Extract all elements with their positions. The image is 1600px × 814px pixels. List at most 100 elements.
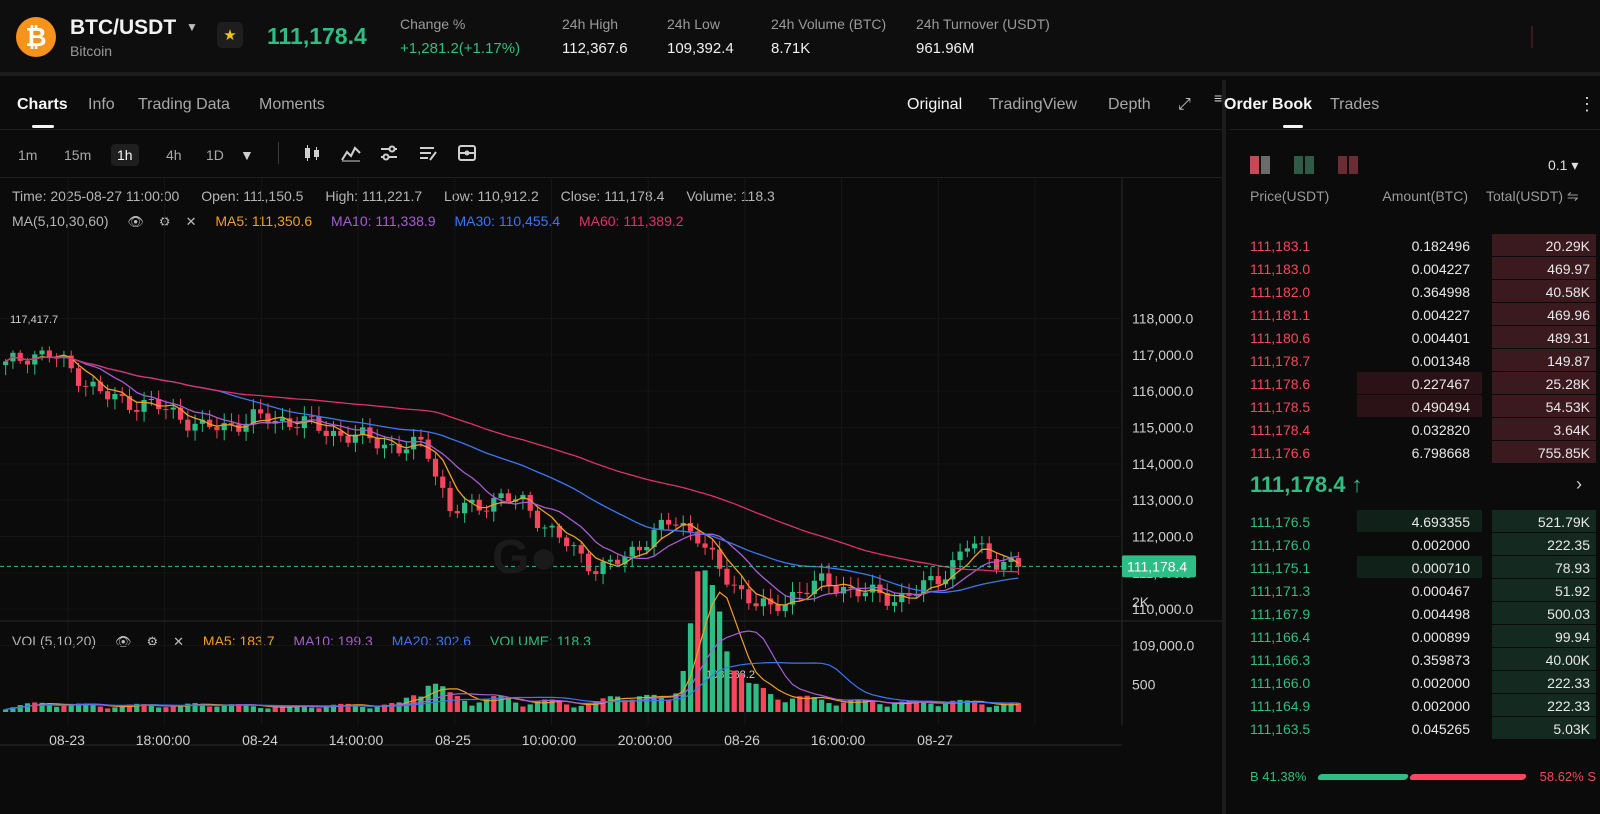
volume-bar [454,696,460,712]
depth-bar [1492,694,1596,716]
volume-bar [221,705,227,712]
view-tab-original[interactable]: Original [907,96,963,113]
ask-row[interactable]: 111,178.6 0.227467 25.28K [1250,372,1596,394]
candle-body [972,543,978,549]
bid-row[interactable]: 111,167.9 0.004498 500.03 [1250,602,1596,624]
ask-row[interactable]: 111,180.6 0.004401 489.31 [1250,326,1596,348]
tab-trades[interactable]: Trades [1330,96,1380,113]
candle-body [986,543,992,560]
candle-body [214,427,220,431]
chevron-right-icon[interactable]: › [1576,474,1582,494]
interval-1m[interactable]: 1m [18,147,38,163]
volume-bar [826,703,832,712]
layout-icon[interactable] [457,144,477,162]
volume-bar [1015,702,1021,712]
candle-body [731,584,737,586]
bid-row[interactable]: 111,166.0 0.002000 222.33 [1250,671,1596,693]
bid-row[interactable]: 111,166.3 0.359873 40.00K [1250,648,1596,670]
ask-row[interactable]: 111,178.4 0.032820 3.64K [1250,418,1596,440]
volume-bar [279,706,286,712]
volume-bar [54,706,60,712]
settings-sliders-icon[interactable] [379,144,399,162]
ask-row[interactable]: 111,183.1 0.182496 20.29K [1250,234,1596,256]
interval-15m[interactable]: 15m [64,147,92,163]
volume-bar [177,705,184,712]
volume-bar [607,696,613,712]
bid-row[interactable]: 111,171.3 0.000467 51.92 [1250,579,1596,601]
draw-tools-icon[interactable] [418,144,438,162]
tab-info[interactable]: Info [88,96,115,113]
candle-body [819,573,825,581]
expand-icon[interactable]: ⤢ [1178,96,1191,113]
volume-bar [629,699,635,712]
volume-bar [797,696,803,712]
volume-bar [425,685,431,712]
bid-row[interactable]: 111,175.1 0.000710 78.93 [1250,556,1596,578]
volume-tick-label: 500 [1132,677,1156,693]
tab-moments[interactable]: Moments [259,96,325,113]
favorite-star-icon[interactable]: ★ [217,22,243,48]
bid-row[interactable]: 111,176.0 0.002000 222.35 [1250,533,1596,555]
sort-icon[interactable]: ⇋ [1566,188,1579,204]
bid-price: 111,166.3 [1250,652,1311,668]
ask-row[interactable]: 111,181.1 0.004227 469.96 [1250,303,1596,325]
candle-body [651,529,657,548]
tab-trading-data[interactable]: Trading Data [138,96,230,113]
volume-bar [352,705,358,712]
volume-bar [862,700,868,712]
candle-body [403,449,409,454]
candle-body [323,430,329,437]
menu-icon[interactable]: ≡ [1214,90,1223,106]
candle-body [760,598,766,607]
precision-select[interactable]: 0.1 ▾ [1548,157,1579,173]
ask-row[interactable]: 111,178.5 0.490494 54.53K [1250,395,1596,417]
stat-24h-high: 24h High 112,367.6 [562,16,628,57]
book-mode-asks-icon[interactable] [1338,156,1358,174]
volume-bar [986,707,992,712]
ask-amount: 0.182496 [1411,238,1470,254]
book-mode-bids-icon[interactable] [1294,156,1314,174]
ask-row[interactable]: 111,182.0 0.364998 40.58K [1250,280,1596,302]
indicators-icon[interactable] [341,144,361,162]
volume-bar [724,651,730,712]
interval-4h[interactable]: 4h [166,147,182,163]
close-icon[interactable]: ✕ [173,634,185,649]
active-tab-indicator [32,125,54,128]
volume-bar [789,698,796,712]
bid-row[interactable]: 111,176.5 4.693355 521.79K [1250,510,1596,532]
ask-row[interactable]: 111,176.6 6.798668 755.85K [1250,441,1596,463]
precision-value: 0.1 [1548,157,1568,173]
header-amount: Amount(BTC) [1382,188,1468,204]
volume-bar [520,706,526,712]
tab-charts[interactable]: Charts [17,96,68,113]
bid-row[interactable]: 111,166.4 0.000899 99.94 [1250,625,1596,647]
volume-bar [112,707,118,712]
candle-type-icon[interactable] [302,144,322,162]
close-icon[interactable]: ✕ [185,214,197,229]
bid-price: 111,176.0 [1250,537,1311,553]
volume-bar [615,696,621,712]
buy-ratio: B 41.38% [1250,769,1307,784]
book-mode-both-icon[interactable] [1250,156,1270,174]
candle-body [483,510,490,512]
bid-row[interactable]: 111,164.9 0.002000 222.33 [1250,694,1596,716]
volume-bar [600,698,606,712]
eye-icon[interactable]: 👁 [127,214,144,229]
volume-bar [534,701,541,712]
view-tab-tradingview[interactable]: TradingView [989,96,1078,113]
interval-1d[interactable]: 1D [206,147,224,163]
pair-selector[interactable]: BTC/USDT [70,16,177,39]
more-icon[interactable]: ⋮ [1578,94,1596,114]
sell-ratio-bar [1408,774,1528,780]
interval-1h[interactable]: 1h [111,144,139,166]
tab-order-book[interactable]: Order Book [1224,96,1313,113]
volume-bar [527,704,533,712]
gear-icon[interactable]: ⚙ [146,634,159,649]
interval-dropdown-icon[interactable]: ▼ [240,147,254,163]
bid-row[interactable]: 111,163.5 0.045265 5.03K [1250,717,1596,739]
candlestick-chart[interactable]: 118,000.0 117,000.0 116,000.0 115,000.0 114,… [0,178,1222,798]
chevron-down-icon[interactable]: ▼ [186,20,198,34]
ask-row[interactable]: 111,178.7 0.001348 149.87 [1250,349,1596,371]
view-tab-depth[interactable]: Depth [1108,96,1151,113]
ask-row[interactable]: 111,183.0 0.004227 469.97 [1250,257,1596,279]
